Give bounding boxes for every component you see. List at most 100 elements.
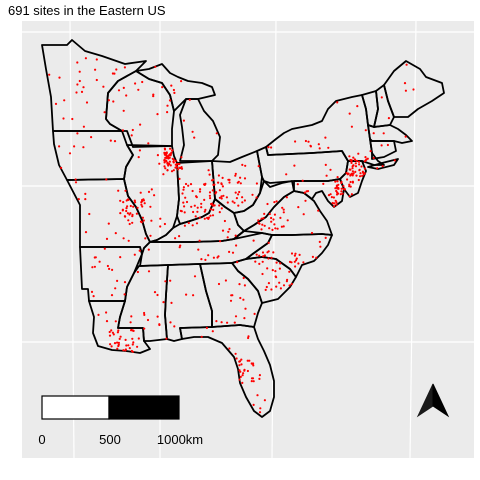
site-point [116,341,119,344]
site-point [241,201,244,204]
site-point [107,99,110,102]
site-point [165,337,168,340]
site-point [88,212,91,216]
site-point [381,165,384,168]
site-point [147,248,150,251]
site-point [141,216,144,219]
site-point [182,119,185,122]
site-point [211,189,214,192]
site-point [233,201,236,204]
state-maine [383,60,445,118]
site-point [169,154,172,157]
site-point [154,65,157,68]
site-point [224,279,227,282]
site-point [143,313,146,316]
site-point [207,217,210,220]
site-point [357,178,360,182]
site-point [266,251,269,254]
site-point [178,177,181,180]
site-point [282,208,285,211]
scale-label-1000km: 1000km [157,432,203,447]
site-point [305,190,308,193]
site-point [163,161,166,164]
site-point [113,140,117,143]
site-point [114,320,117,323]
site-point [239,296,242,300]
site-point [185,293,188,296]
site-point [78,70,81,73]
site-point [258,374,261,377]
site-point [330,196,333,199]
site-point [68,152,72,155]
site-point [255,196,258,199]
site-point [77,198,80,201]
site-point [207,169,210,172]
site-point [226,201,229,204]
site-point [279,216,282,219]
site-point [182,188,185,191]
site-point [123,66,126,69]
site-point [112,100,115,103]
site-point [348,112,351,115]
site-point [129,204,132,208]
site-point [172,160,175,163]
site-point [349,168,352,171]
site-point [178,166,181,169]
site-point [180,156,183,159]
site-point [349,158,352,162]
site-point [301,179,304,182]
scale-bar: 0 500 1000km [38,395,203,447]
site-point [271,228,274,231]
site-point [412,88,415,91]
site-point [263,399,266,402]
site-point [127,239,130,242]
site-point [357,160,361,163]
site-point [93,265,96,268]
site-point [200,202,203,205]
site-point [252,364,255,367]
site-point [208,191,212,194]
site-point [146,318,150,322]
site-point [334,180,337,183]
site-point [234,352,237,355]
site-point [193,136,196,139]
site-point [184,196,187,199]
site-point [324,236,327,239]
site-point [73,145,76,148]
site-point [103,111,106,114]
north-arrow-right [432,383,450,418]
site-point [339,193,342,196]
site-point [272,218,275,221]
site-point [183,211,186,214]
site-point [267,257,270,260]
site-point [278,267,281,270]
site-point [239,176,242,179]
site-point [133,199,136,202]
site-point [307,140,310,143]
site-point [147,270,151,273]
site-point [84,57,87,60]
site-point [372,156,375,160]
site-point [180,167,184,170]
site-point [355,174,358,177]
site-point [263,224,266,227]
site-point [247,335,250,338]
site-point [90,136,93,139]
site-point [128,347,131,350]
site-point [327,194,331,197]
site-point [282,284,286,287]
site-point [209,197,212,200]
site-point [340,180,343,184]
site-point [352,172,355,175]
site-point [263,254,266,257]
site-point [127,344,130,347]
site-point [174,237,177,240]
state-north-carolina [245,233,333,278]
site-point [211,330,214,333]
site-point [107,222,110,225]
site-point [134,82,137,85]
site-point [242,298,245,301]
site-point [231,294,234,297]
site-point [356,105,359,108]
site-point [58,76,61,79]
